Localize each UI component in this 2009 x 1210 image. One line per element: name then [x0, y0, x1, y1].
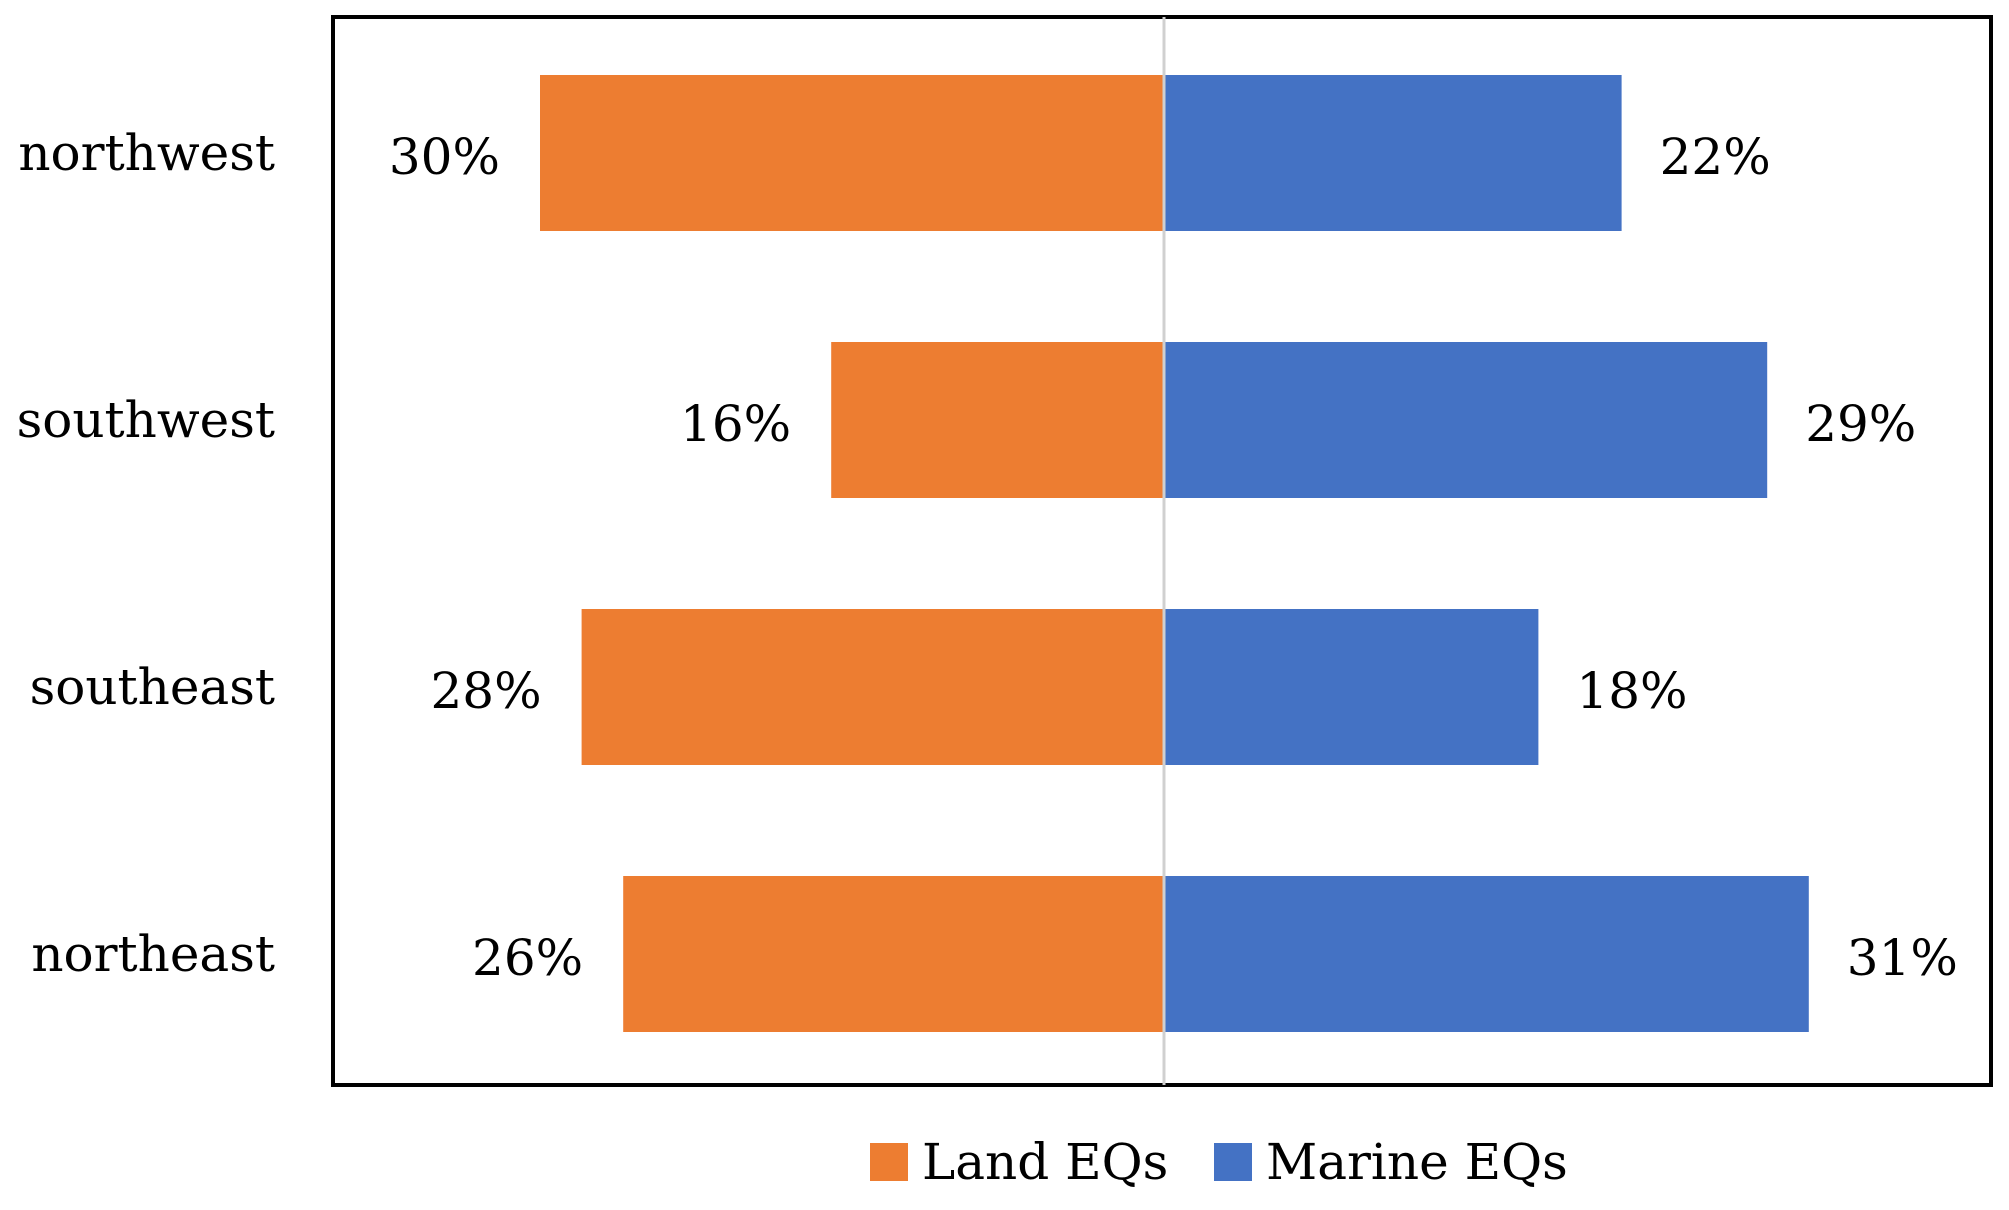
- legend-label-land-eqs: Land EQs: [922, 1133, 1168, 1191]
- legend-item-land-eqs: Land EQs: [870, 1133, 1168, 1191]
- legend-swatch-land-eqs: [870, 1143, 908, 1181]
- bar-marine-eqs-southwest: [1164, 342, 1768, 498]
- data-label-land-eqs-northwest: 30%: [389, 128, 500, 186]
- legend-swatch-marine-eqs: [1214, 1143, 1252, 1181]
- labels-layer: northwest 30% 22% southwest 16% 29% southeast 2…: [17, 124, 1958, 987]
- data-label-land-eqs-northeast: 26%: [472, 929, 583, 987]
- category-label-northeast: northeast: [31, 925, 275, 983]
- data-label-marine-eqs-northwest: 22%: [1660, 128, 1771, 186]
- legend-label-marine-eqs: Marine EQs: [1266, 1133, 1568, 1191]
- category-label-southeast: southeast: [30, 658, 275, 716]
- bar-marine-eqs-southeast: [1164, 609, 1539, 765]
- category-label-southwest: southwest: [17, 391, 275, 449]
- data-label-land-eqs-southwest: 16%: [680, 395, 791, 453]
- bar-marine-eqs-northeast: [1164, 876, 1809, 1032]
- data-label-marine-eqs-northeast: 31%: [1847, 929, 1958, 987]
- data-label-marine-eqs-southeast: 18%: [1576, 662, 1687, 720]
- bar-land-eqs-southwest: [831, 342, 1164, 498]
- bar-land-eqs-northwest: [540, 75, 1164, 231]
- category-label-northwest: northwest: [18, 124, 275, 182]
- bars-layer: [540, 75, 1809, 1032]
- bar-land-eqs-northeast: [623, 876, 1164, 1032]
- bar-marine-eqs-northwest: [1164, 75, 1622, 231]
- legend: Land EQs Marine EQs: [870, 1133, 1568, 1191]
- data-label-land-eqs-southeast: 28%: [430, 662, 541, 720]
- legend-item-marine-eqs: Marine EQs: [1214, 1133, 1568, 1191]
- data-label-marine-eqs-southwest: 29%: [1805, 395, 1916, 453]
- plot-area-frame: [331, 15, 1993, 1087]
- bar-land-eqs-southeast: [581, 609, 1164, 765]
